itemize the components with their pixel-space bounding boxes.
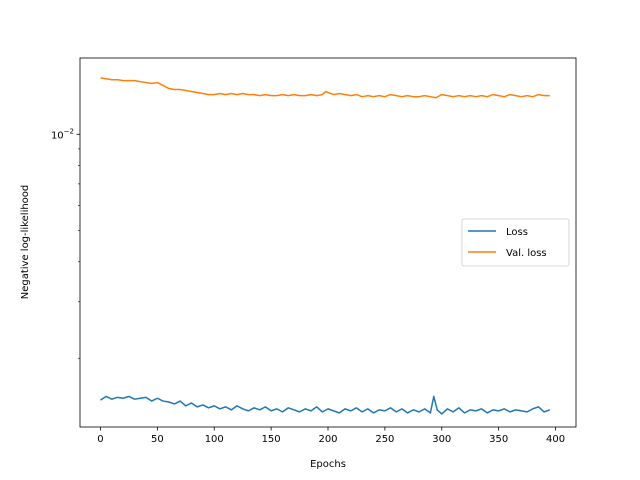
series-line-val-loss — [100, 77, 550, 99]
x-axis-label: Epochs — [310, 459, 346, 470]
x-tick-label: 300 — [432, 434, 451, 445]
y-tick-label: 10−2 — [51, 127, 74, 141]
x-tick-label: 400 — [546, 434, 565, 445]
legend-label-loss: Loss — [506, 227, 528, 238]
x-tick-label: 100 — [205, 434, 224, 445]
legend: Loss Val. loss — [461, 218, 570, 267]
x-tick-label: 350 — [489, 434, 508, 445]
x-tick-label: 150 — [262, 434, 281, 445]
series-line-loss — [100, 395, 551, 415]
x-tick-label: 250 — [375, 434, 394, 445]
x-tick-label: 200 — [318, 434, 337, 445]
x-axis-ticks: 0 50 100 150 200 250 300 350 400 — [97, 427, 565, 445]
legend-label-val-loss: Val. loss — [506, 248, 547, 259]
y-axis-ticks: 10−2 — [51, 127, 80, 359]
series-layer — [100, 77, 551, 415]
x-tick-label: 50 — [151, 434, 164, 445]
x-tick-label: 0 — [97, 434, 103, 445]
y-axis-label: Negative log-likelihood — [20, 185, 31, 300]
